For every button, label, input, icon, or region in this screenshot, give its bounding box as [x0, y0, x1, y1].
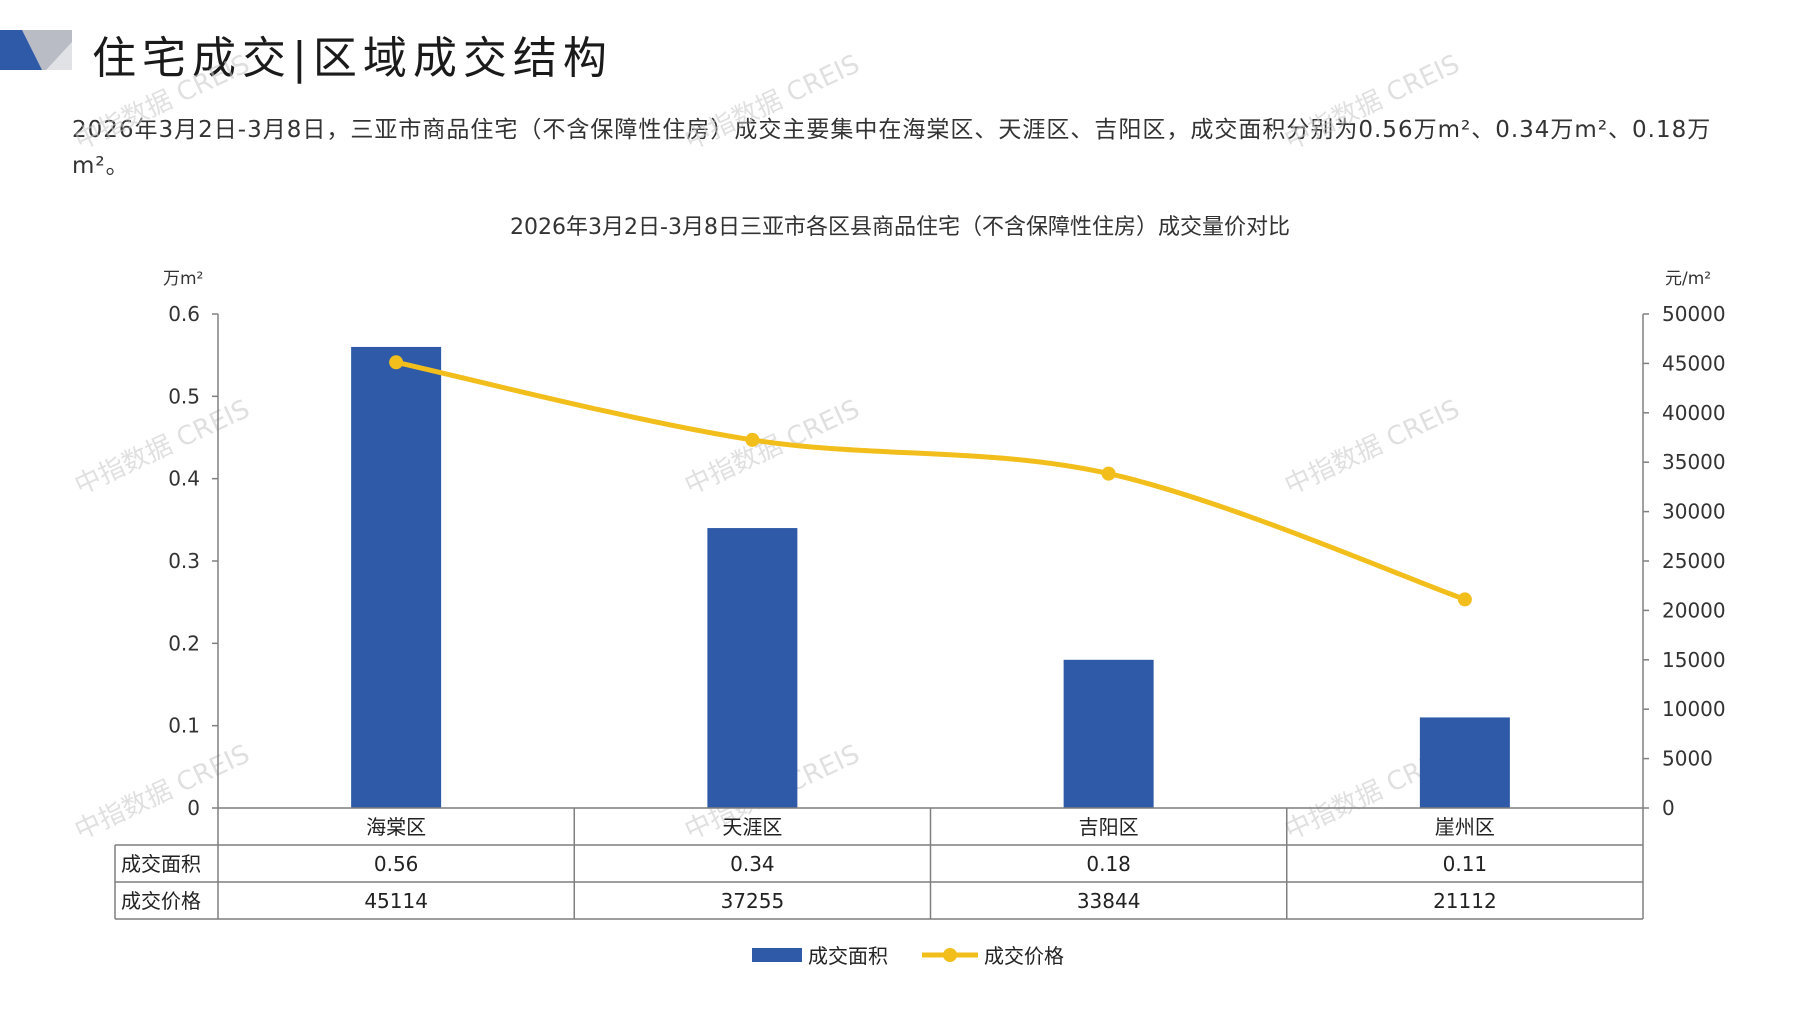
legend-label-price: 成交价格	[984, 944, 1064, 968]
right-tick-label: 10000	[1662, 697, 1726, 721]
right-tick-label: 40000	[1662, 401, 1726, 425]
right-tick-label: 20000	[1662, 598, 1726, 622]
left-tick-label: 0.6	[168, 302, 200, 326]
bar-天涯区	[707, 528, 798, 808]
legend-swatch-marker	[943, 948, 957, 962]
watermark-text: 中指数据 CREIS	[1280, 394, 1464, 501]
table-row-label: 成交价格	[121, 889, 201, 913]
right-tick-label: 45000	[1662, 351, 1726, 375]
left-tick-label: 0.1	[168, 714, 200, 738]
table-cell: 21112	[1433, 889, 1497, 913]
bar-海棠区	[351, 346, 442, 808]
right-tick-label: 50000	[1662, 302, 1726, 326]
price-point-吉阳区	[1101, 466, 1116, 481]
summary-text: 2026年3月2日-3月8日，三亚市商品住宅（不含保障性住房）成交主要集中在海棠…	[72, 117, 1712, 179]
page-title: 住宅成交|区域成交结构	[92, 33, 613, 84]
table-cell: 0.56	[374, 852, 419, 876]
watermark-text: 中指数据 CREIS	[70, 739, 254, 846]
right-tick-label: 35000	[1662, 450, 1726, 474]
table-cell: 0.34	[730, 852, 775, 876]
left-axis-unit: 万m²	[163, 269, 203, 289]
bar-崖州区	[1419, 717, 1510, 808]
left-tick-label: 0.5	[168, 384, 200, 408]
table-cell: 45114	[364, 889, 428, 913]
bar-吉阳区	[1063, 659, 1154, 808]
table-cell: 37255	[721, 889, 785, 913]
legend-swatch-bar	[752, 948, 802, 962]
table-cell: 0.11	[1443, 852, 1488, 876]
left-tick-label: 0.2	[168, 631, 200, 655]
right-tick-label: 30000	[1662, 500, 1726, 524]
price-point-崖州区	[1457, 592, 1472, 607]
table-row-label: 成交面积	[121, 852, 201, 876]
right-tick-label: 15000	[1662, 648, 1726, 672]
brand-logo	[0, 30, 72, 70]
chart-title: 2026年3月2日-3月8日三亚市各区县商品住宅（不含保障性住房）成交量价对比	[510, 215, 1290, 240]
left-tick-label: 0	[187, 796, 200, 820]
watermark-text: 中指数据 CREIS	[70, 49, 254, 156]
watermark-text: 中指数据 CREIS	[70, 394, 254, 501]
legend-label-area: 成交面积	[808, 944, 888, 968]
table-cell: 33844	[1077, 889, 1141, 913]
category-label: 吉阳区	[1079, 815, 1139, 839]
watermark-text: 中指数据 CREIS	[1280, 49, 1464, 156]
right-axis-unit: 元/m²	[1665, 269, 1711, 289]
price-point-海棠区	[389, 355, 404, 370]
watermark-text: 中指数据 CREIS	[680, 49, 864, 156]
price-point-天涯区	[745, 432, 760, 447]
left-tick-label: 0.3	[168, 549, 200, 573]
right-tick-label: 25000	[1662, 549, 1726, 573]
category-label: 崖州区	[1435, 815, 1495, 839]
left-tick-label: 0.4	[168, 467, 200, 491]
right-tick-label: 5000	[1662, 747, 1713, 771]
price-line	[393, 359, 1468, 602]
category-label: 海棠区	[366, 815, 426, 839]
right-tick-label: 0	[1662, 796, 1675, 820]
table-cell: 0.18	[1086, 852, 1131, 876]
category-label: 天涯区	[722, 815, 782, 839]
